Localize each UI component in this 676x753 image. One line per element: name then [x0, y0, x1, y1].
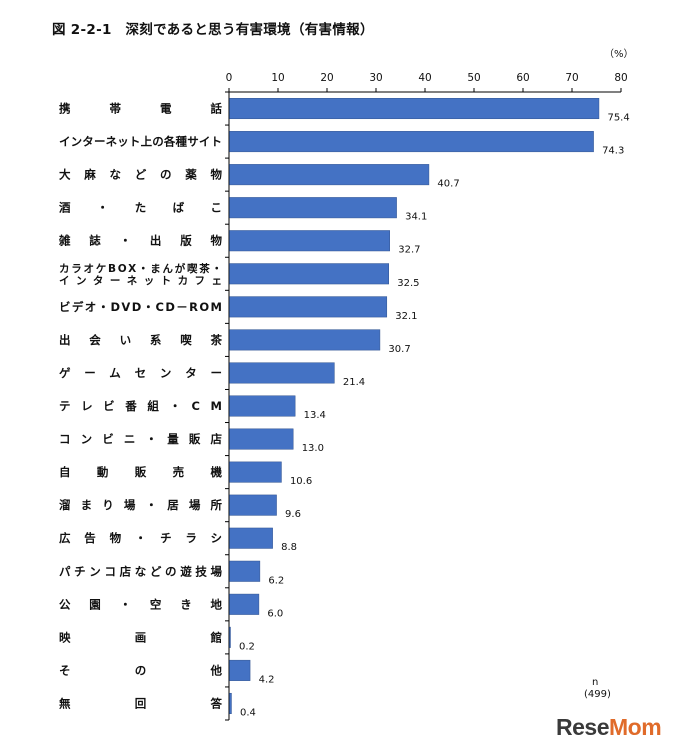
- x-tick-label-7: 70: [565, 72, 578, 84]
- bar-9: [229, 395, 296, 417]
- category-label-10: コンビニ・量販店: [59, 432, 223, 446]
- category-label-9: テレビ番組・CM: [59, 399, 222, 413]
- category-label-5-line-1: インターネットカフェ: [59, 275, 222, 287]
- value-label-12: 9.6: [285, 509, 301, 520]
- bar-7: [229, 329, 381, 351]
- bar-6: [229, 296, 388, 318]
- value-label-17: 4.2: [259, 674, 275, 685]
- sample-size-label: n: [592, 677, 599, 688]
- bar-16: [229, 626, 231, 648]
- x-tick-label-2: 20: [320, 72, 333, 84]
- category-label-5-line-0: カラオケBOX・まんが喫茶・: [59, 262, 222, 275]
- value-label-18: 0.4: [240, 707, 256, 718]
- logo-text-part1: Rese: [556, 714, 609, 740]
- bar-12: [229, 494, 277, 516]
- category-label-17: そ の 他: [59, 663, 223, 677]
- value-label-2: 40.7: [437, 179, 459, 190]
- value-label-1: 74.3: [602, 146, 624, 157]
- value-label-4: 32.7: [398, 245, 420, 256]
- bar-4: [229, 230, 390, 252]
- category-label-18: 無 回 答: [59, 696, 223, 710]
- bar-17: [229, 659, 251, 681]
- resemom-logo: ReseMom: [556, 714, 662, 741]
- bar-13: [229, 527, 273, 549]
- bar-15: [229, 593, 260, 615]
- value-label-15: 6.0: [267, 608, 283, 619]
- x-tick-label-8: 80: [614, 72, 627, 84]
- x-tick-label-5: 50: [467, 72, 480, 84]
- value-label-16: 0.2: [239, 641, 255, 652]
- category-label-4: 雑誌・出版物: [58, 234, 223, 248]
- value-label-10: 13.0: [302, 443, 324, 454]
- figure-title: 図 2-2-1 深刻であると思う有害環境（有害情報）: [52, 22, 374, 38]
- bar-3: [229, 197, 397, 219]
- category-label-2: 大麻などの薬物: [59, 168, 223, 182]
- category-label-6: ビデオ・DVD・CD－ROM: [59, 300, 222, 314]
- x-tick-label-4: 40: [418, 72, 431, 84]
- category-label-11: 自動販売機: [59, 465, 223, 479]
- value-label-0: 75.4: [607, 113, 629, 124]
- value-label-7: 30.7: [388, 344, 410, 355]
- category-label-12: 溜まり場・居場所: [59, 498, 223, 512]
- logo-text-part2: Mom: [608, 714, 662, 740]
- x-tick-label-3: 30: [369, 72, 382, 84]
- category-label-16: 映 画 館: [59, 630, 222, 644]
- x-tick-label-6: 60: [516, 72, 529, 84]
- bar-18: [229, 692, 232, 714]
- value-label-14: 6.2: [268, 575, 284, 586]
- category-label-14: パチンコ店などの遊技場: [59, 564, 223, 578]
- category-label-0: 携 帯 電 話: [59, 102, 223, 116]
- bar-0: [229, 98, 600, 120]
- category-label-1: インターネット上の各種サイト: [59, 135, 222, 149]
- category-label-13: 広告物・チラシ: [59, 531, 222, 545]
- x-tick-label-1: 10: [271, 72, 284, 84]
- category-label-7: 出会い系喫茶: [59, 333, 223, 347]
- value-label-5: 32.5: [397, 278, 419, 289]
- category-label-3: 酒・たばこ: [59, 201, 222, 215]
- sample-size-value: (499): [584, 689, 611, 700]
- bar-14: [229, 560, 261, 582]
- category-label-8: ゲームセンター: [59, 366, 222, 380]
- value-label-8: 21.4: [343, 377, 365, 388]
- unit-label: （%）: [604, 49, 634, 60]
- category-label-15: 公園・空き地: [59, 597, 223, 611]
- bar-10: [229, 428, 294, 450]
- value-label-9: 13.4: [304, 410, 326, 421]
- value-label-13: 8.8: [281, 542, 297, 553]
- bar-1: [229, 131, 594, 153]
- value-label-3: 34.1: [405, 212, 427, 223]
- bar-2: [229, 164, 430, 186]
- bar-8: [229, 362, 335, 384]
- bar-5: [229, 263, 389, 285]
- value-label-11: 10.6: [290, 476, 312, 487]
- value-label-6: 32.1: [395, 311, 417, 322]
- x-tick-label-0: 0: [226, 72, 233, 84]
- bar-11: [229, 461, 282, 483]
